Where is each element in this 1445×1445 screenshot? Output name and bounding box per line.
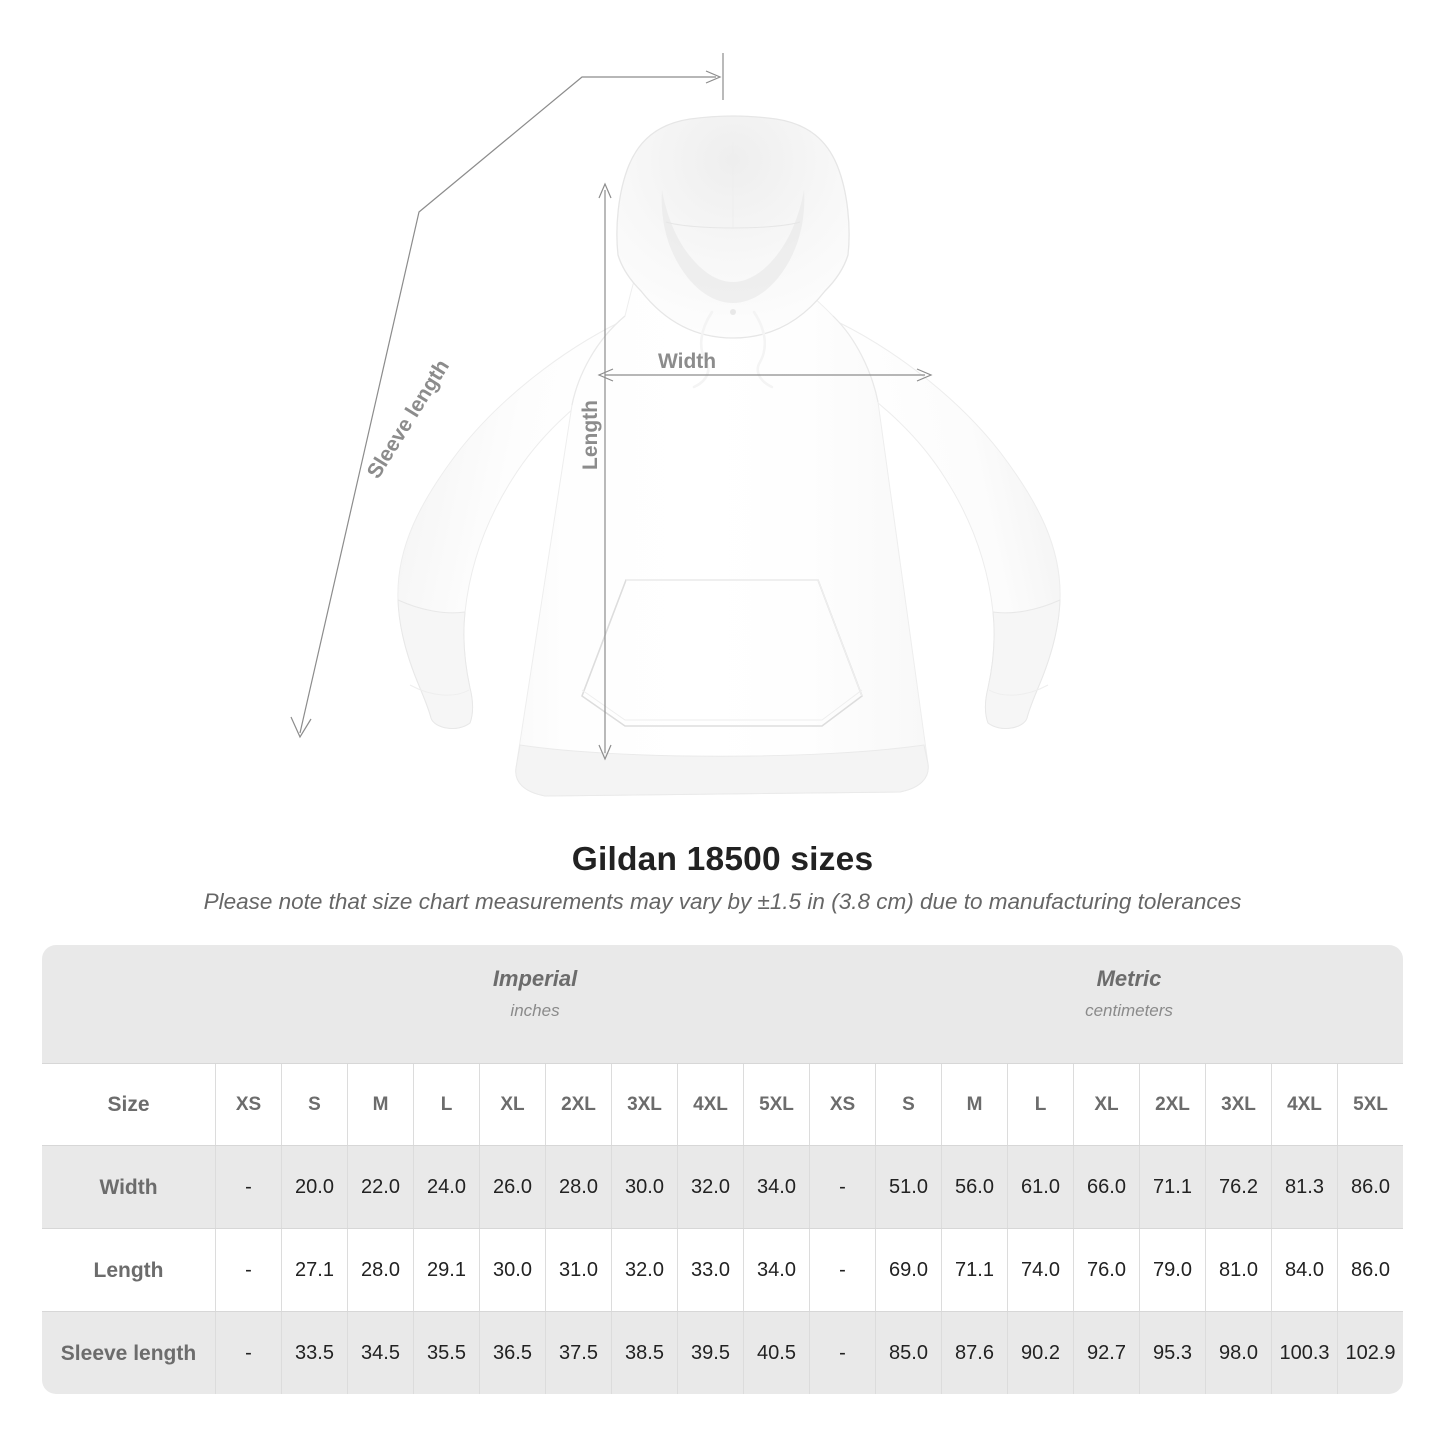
svg-text:Length: Length xyxy=(579,400,602,470)
svg-text:Sleeve length: Sleeve length xyxy=(363,356,454,483)
svg-text:Width: Width xyxy=(658,350,716,373)
